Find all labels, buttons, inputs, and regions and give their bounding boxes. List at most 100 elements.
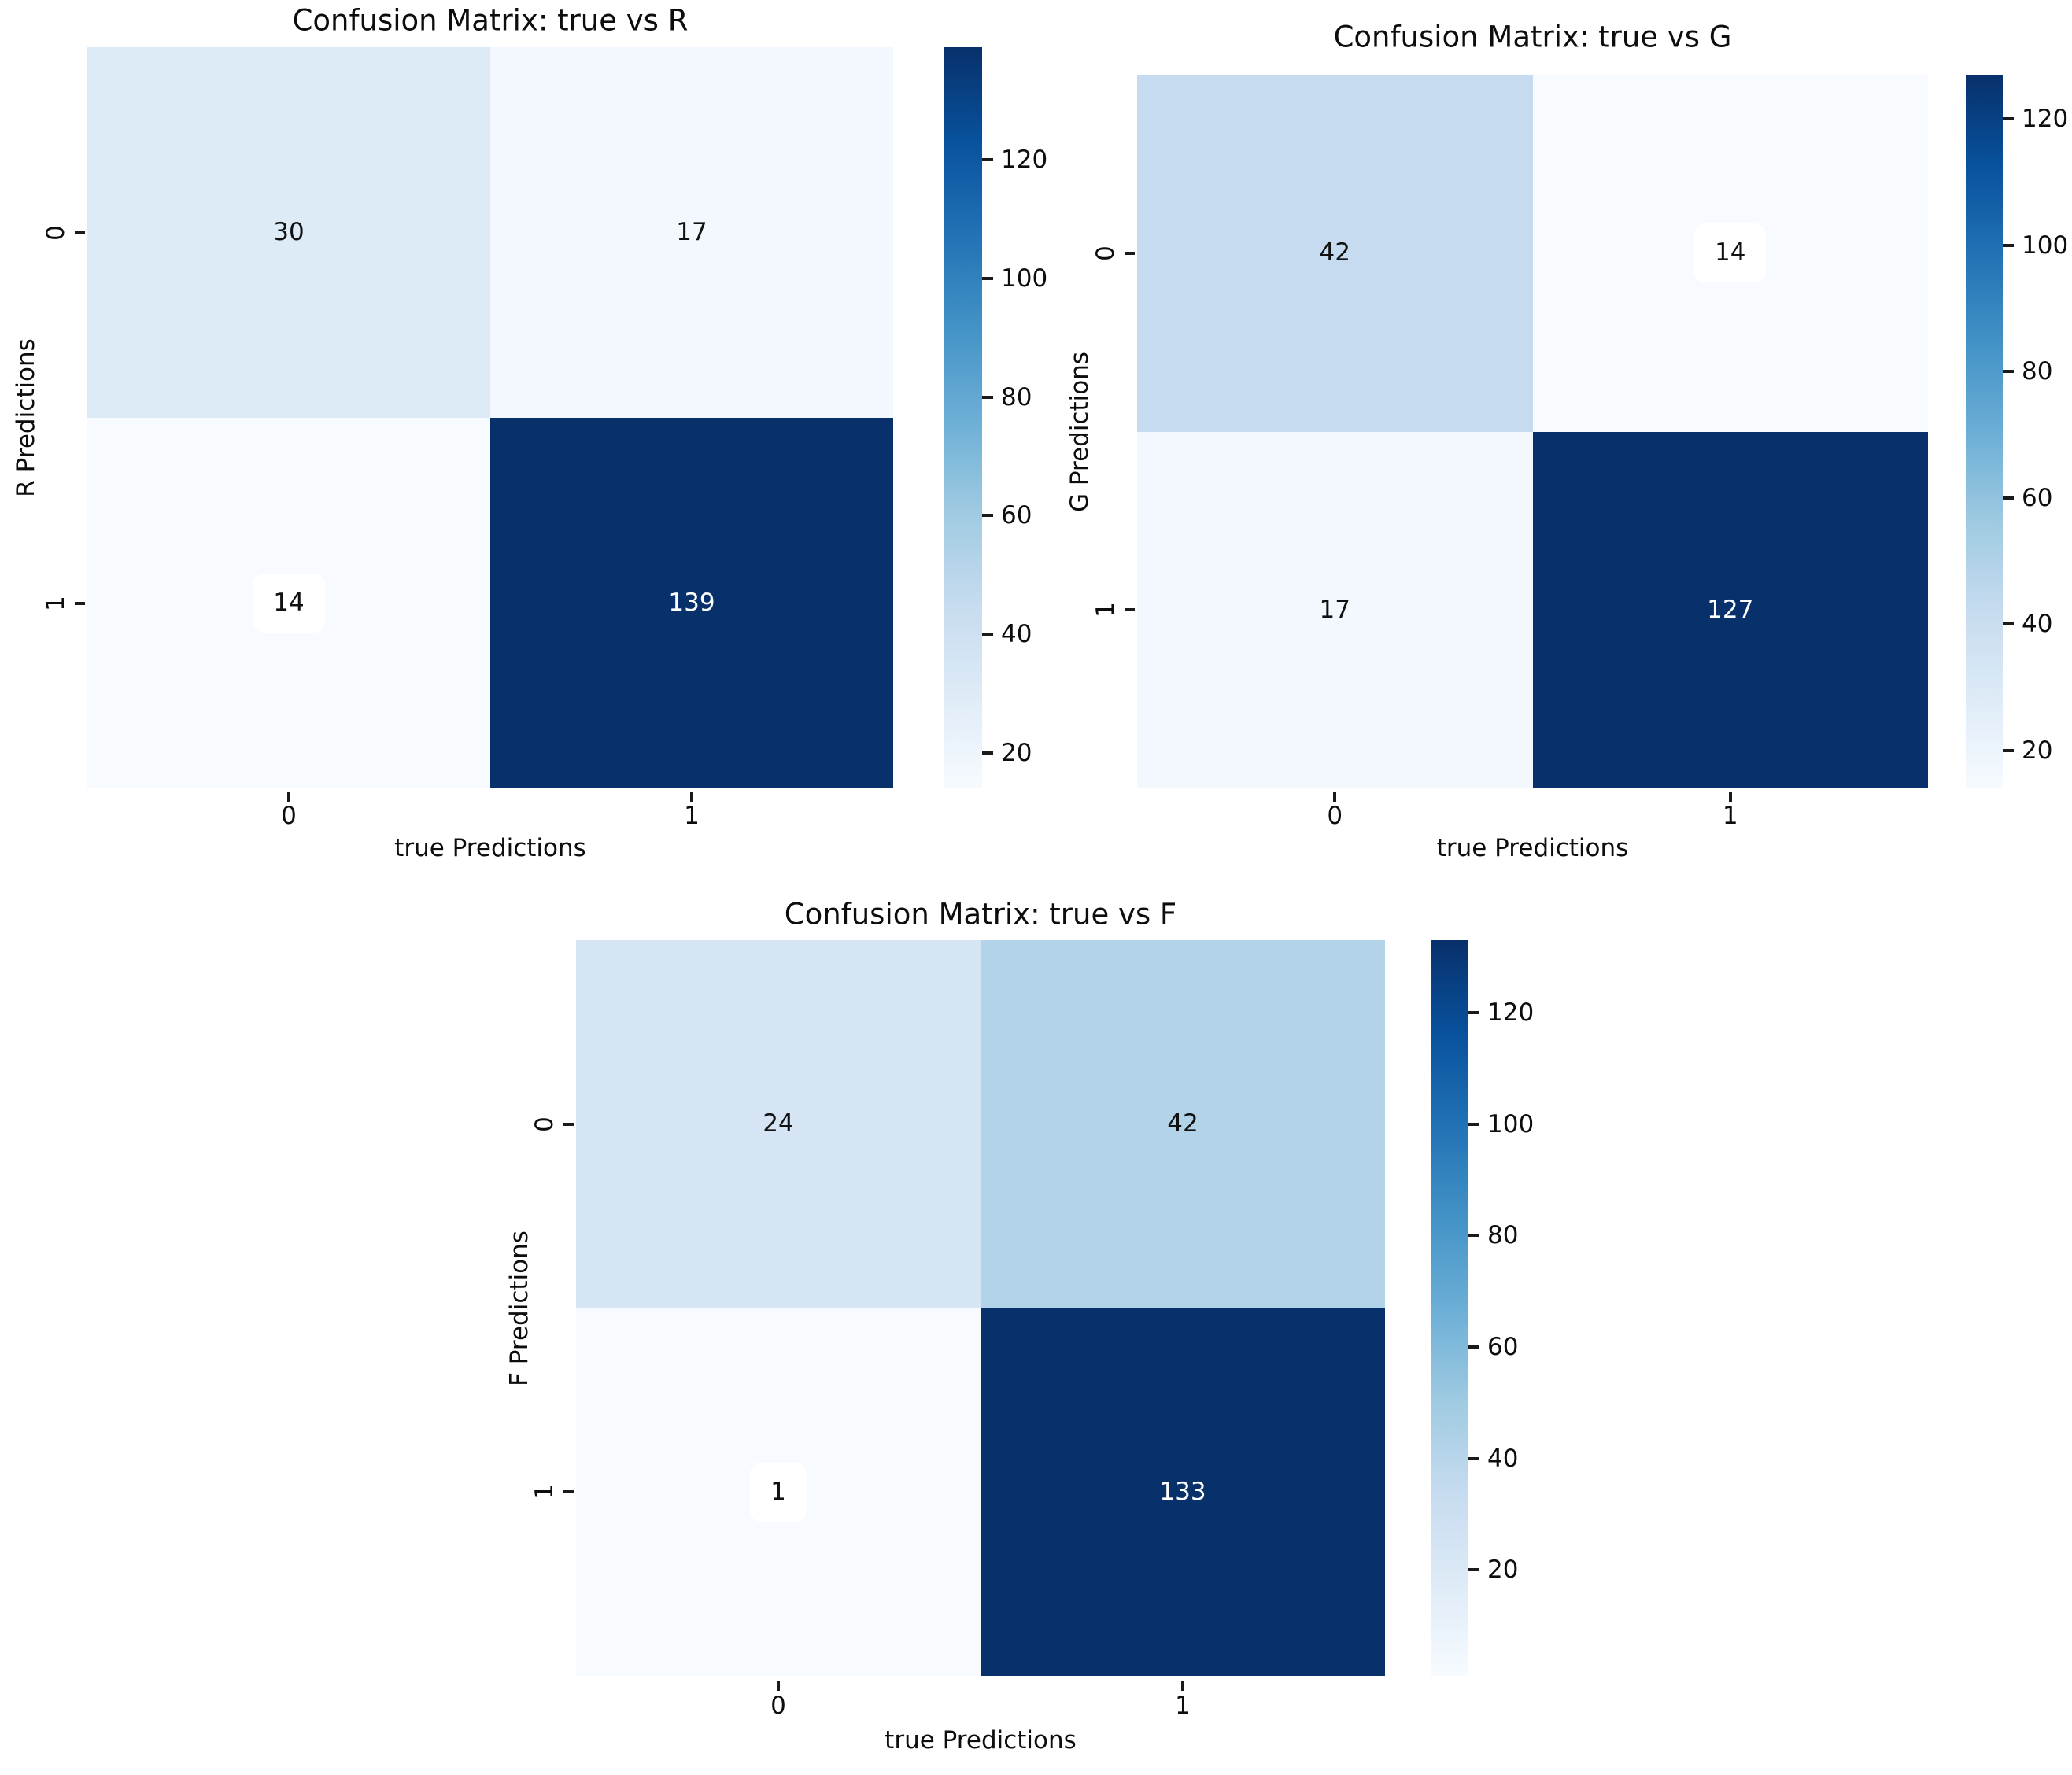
colorbar-tick-mark <box>1468 1456 1479 1460</box>
colorbar <box>1431 940 1468 1676</box>
colorbar-tick-mark <box>982 514 993 518</box>
x-tick-label: 1 <box>684 802 700 830</box>
heatmap-cell: 17 <box>490 47 893 418</box>
x-tick-mark <box>1181 1681 1184 1691</box>
y-axis-label: F Predictions <box>505 1230 534 1386</box>
heatmap-cell: 17 <box>1137 431 1533 788</box>
x-tick-label: 1 <box>1722 802 1738 830</box>
colorbar-tick-mark <box>982 395 993 399</box>
heatmap-cell: 14 <box>1532 75 1928 432</box>
colorbar-tick-mark <box>2003 496 2014 500</box>
colorbar-tick-mark <box>2003 622 2014 626</box>
colorbar-tick-mark <box>982 633 993 637</box>
y-tick-label: 1 <box>1091 602 1120 618</box>
colorbar-tick-mark <box>1468 1011 1479 1015</box>
x-tick-mark <box>777 1681 780 1691</box>
colorbar-tick-label: 20 <box>1487 1555 1519 1585</box>
colorbar-tick-label: 40 <box>1001 620 1032 649</box>
colorbar-tick-label: 120 <box>1487 998 1535 1028</box>
cell-value: 30 <box>273 218 305 246</box>
cell-value: 14 <box>1694 223 1767 283</box>
colorbar-tick-label: 80 <box>1487 1221 1519 1250</box>
colorbar <box>944 47 982 788</box>
y-tick-label: 0 <box>42 224 70 241</box>
colorbar <box>1966 75 2003 788</box>
heatmap-plot: 30 17 14 139 <box>87 47 893 788</box>
chart-title: Confusion Matrix: true vs R <box>292 3 689 38</box>
colorbar-tick-mark <box>1468 1345 1479 1349</box>
y-axis-label: G Predictions <box>1066 351 1094 512</box>
y-tick-mark <box>1125 251 1135 255</box>
colorbar-tick-label: 120 <box>1001 146 1048 175</box>
cell-value: 14 <box>253 574 325 633</box>
heatmap-cell: 30 <box>87 47 490 418</box>
x-axis-label: true Predictions <box>885 1726 1077 1755</box>
heatmap-cell: 139 <box>490 418 893 788</box>
heatmap-cell: 1 <box>576 1308 981 1676</box>
colorbar-tick-label: 40 <box>1487 1444 1519 1473</box>
cell-value: 127 <box>1707 595 1754 624</box>
x-tick-label: 0 <box>770 1692 786 1720</box>
x-tick-label: 1 <box>1175 1692 1191 1720</box>
cell-value: 17 <box>676 218 707 246</box>
colorbar-tick-label: 100 <box>1487 1109 1535 1138</box>
colorbar-tick-mark <box>2003 370 2014 374</box>
y-tick-label: 0 <box>530 1116 559 1132</box>
x-tick-mark <box>287 792 290 802</box>
colorbar-tick-mark <box>982 276 993 280</box>
cell-value: 42 <box>1319 238 1350 268</box>
colorbar-tick-label: 100 <box>2022 231 2069 260</box>
cell-value: 139 <box>668 589 715 617</box>
x-tick-mark <box>690 792 693 802</box>
cell-value: 1 <box>750 1462 807 1522</box>
colorbar-tick-label: 60 <box>1001 501 1032 530</box>
heatmap-cell: 24 <box>576 940 981 1308</box>
cell-value: 17 <box>1319 595 1350 624</box>
y-tick-mark <box>563 1122 574 1126</box>
colorbar-tick-label: 60 <box>2022 483 2053 512</box>
cell-value: 24 <box>763 1109 794 1138</box>
colorbar-tick-mark <box>982 158 993 162</box>
colorbar-tick-label: 80 <box>2022 357 2053 386</box>
y-tick-label: 0 <box>1091 245 1120 261</box>
heatmap-plot: 24 42 1 133 <box>576 940 1385 1676</box>
y-tick-label: 1 <box>42 595 70 611</box>
y-tick-mark <box>75 601 85 605</box>
heatmap-cell: 127 <box>1532 431 1928 788</box>
colorbar-tick-label: 20 <box>2022 736 2053 765</box>
heatmap-cell: 14 <box>87 418 490 788</box>
cell-value: 133 <box>1159 1477 1206 1506</box>
colorbar-tick-mark <box>982 751 993 755</box>
colorbar-tick-label: 60 <box>1487 1333 1519 1362</box>
colorbar-tick-mark <box>1468 1234 1479 1238</box>
colorbar-tick-mark <box>2003 117 2014 121</box>
heatmap-cell: 42 <box>981 940 1385 1308</box>
x-tick-mark <box>1728 792 1732 802</box>
heatmap-plot: 42 14 17 127 <box>1137 75 1928 788</box>
colorbar-tick-label: 20 <box>1001 738 1032 767</box>
colorbar-tick-label: 120 <box>2022 105 2069 134</box>
chart-title: Confusion Matrix: true vs G <box>1333 20 1732 54</box>
chart-title: Confusion Matrix: true vs F <box>784 897 1177 932</box>
y-tick-mark <box>563 1490 574 1494</box>
colorbar-tick-mark <box>1468 1122 1479 1126</box>
colorbar-tick-mark <box>1468 1568 1479 1572</box>
y-tick-mark <box>75 231 85 234</box>
cell-value: 42 <box>1167 1109 1199 1138</box>
colorbar-tick-mark <box>2003 748 2014 752</box>
x-tick-label: 0 <box>1327 802 1343 830</box>
x-axis-label: true Predictions <box>394 834 586 862</box>
x-axis-label: true Predictions <box>1436 834 1629 862</box>
heatmap-cell: 42 <box>1137 75 1533 432</box>
y-tick-label: 1 <box>530 1484 559 1500</box>
x-tick-mark <box>1333 792 1337 802</box>
x-tick-label: 0 <box>281 802 297 830</box>
colorbar-tick-label: 80 <box>1001 382 1032 411</box>
colorbar-tick-label: 40 <box>2022 610 2053 639</box>
y-tick-mark <box>1125 608 1135 612</box>
y-axis-label: R Predictions <box>12 338 40 497</box>
heatmap-cell: 133 <box>981 1308 1385 1676</box>
colorbar-tick-mark <box>2003 243 2014 247</box>
colorbar-tick-label: 100 <box>1001 264 1048 293</box>
